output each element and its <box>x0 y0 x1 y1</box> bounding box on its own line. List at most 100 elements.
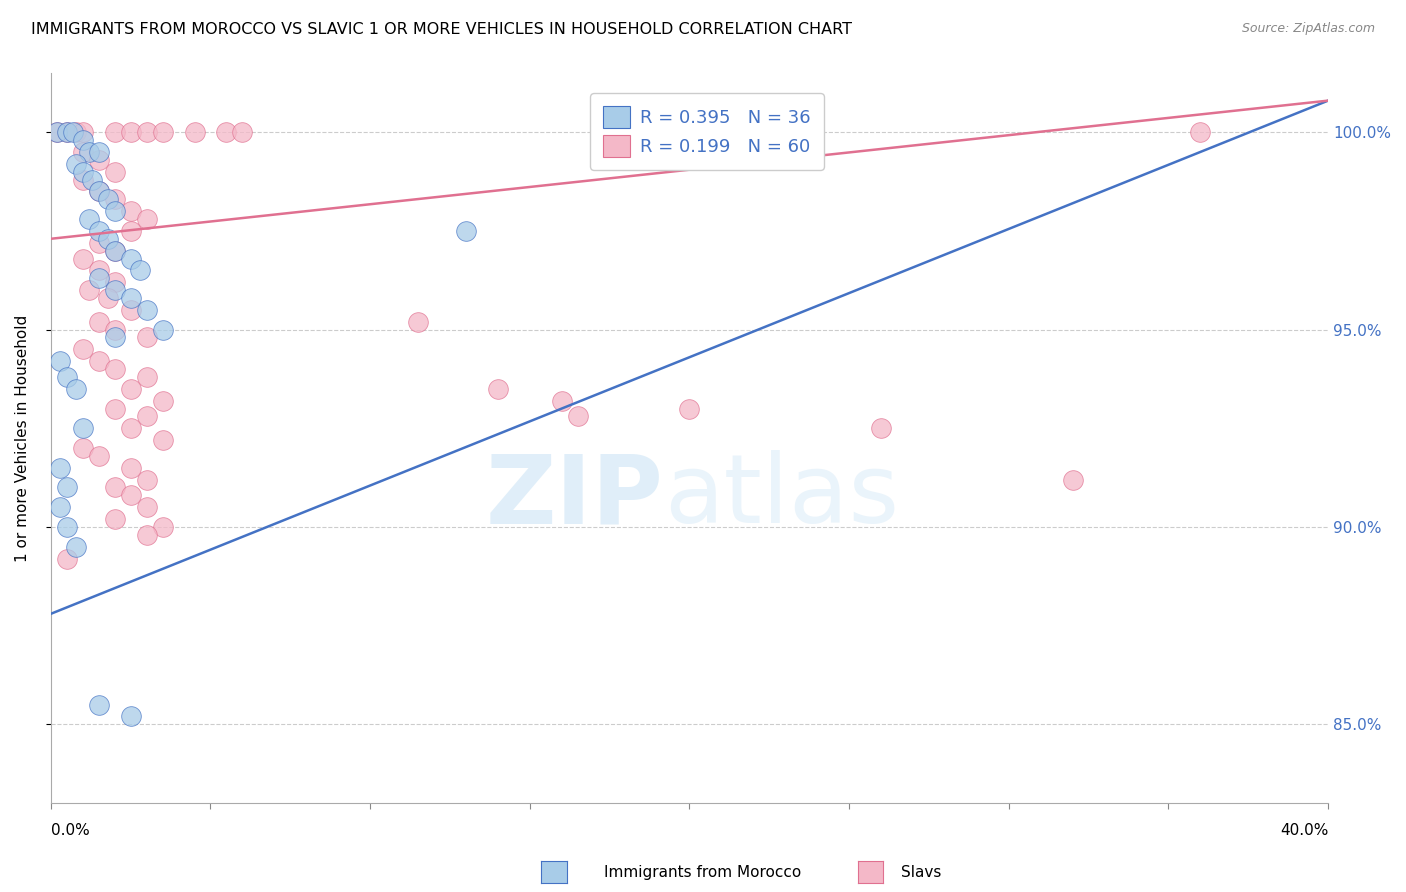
Point <box>567 409 589 424</box>
Point <box>87 271 110 285</box>
Point <box>215 125 238 139</box>
Point <box>135 500 157 515</box>
Point <box>77 212 100 227</box>
Point <box>406 315 429 329</box>
Text: IMMIGRANTS FROM MOROCCO VS SLAVIC 1 OR MORE VEHICLES IN HOUSEHOLD CORRELATION CH: IMMIGRANTS FROM MOROCCO VS SLAVIC 1 OR M… <box>31 22 852 37</box>
Point <box>120 224 142 238</box>
Point <box>152 433 174 447</box>
Point <box>104 192 127 206</box>
Point <box>120 291 142 305</box>
Point <box>72 421 94 435</box>
Text: 0.0%: 0.0% <box>51 823 90 838</box>
Point <box>104 322 127 336</box>
Text: 40.0%: 40.0% <box>1279 823 1329 838</box>
Legend: R = 0.395   N = 36, R = 0.199   N = 60: R = 0.395 N = 36, R = 0.199 N = 60 <box>591 93 824 169</box>
Point <box>104 125 127 139</box>
Point <box>120 382 142 396</box>
Point <box>129 263 152 277</box>
Point <box>87 224 110 238</box>
Point <box>87 185 110 199</box>
Text: ZIP: ZIP <box>486 450 664 543</box>
Point <box>87 235 110 250</box>
Point <box>56 370 79 384</box>
Point <box>104 481 127 495</box>
Point <box>72 125 94 139</box>
Point <box>135 212 157 227</box>
Point <box>72 164 94 178</box>
Point <box>82 172 104 186</box>
Y-axis label: 1 or more Vehicles in Household: 1 or more Vehicles in Household <box>15 315 30 562</box>
Point <box>72 441 94 455</box>
Point <box>135 125 157 139</box>
Point <box>87 263 110 277</box>
Point <box>104 164 127 178</box>
Point <box>56 520 79 534</box>
Point <box>551 393 574 408</box>
Point <box>104 275 127 289</box>
Point <box>87 315 110 329</box>
Point <box>49 500 72 515</box>
Point <box>135 473 157 487</box>
Point <box>104 204 127 219</box>
Point <box>152 520 174 534</box>
Point <box>120 421 142 435</box>
Point <box>870 421 893 435</box>
Point <box>72 145 94 159</box>
Point <box>152 125 174 139</box>
Point <box>486 382 509 396</box>
Point <box>120 460 142 475</box>
Point <box>120 709 142 723</box>
Point <box>104 512 127 526</box>
Point <box>152 322 174 336</box>
Point <box>77 283 100 297</box>
Point <box>1062 473 1084 487</box>
Point <box>104 330 127 344</box>
Point <box>152 393 174 408</box>
Point <box>120 488 142 502</box>
Point <box>135 330 157 344</box>
Point <box>97 232 120 246</box>
Point <box>120 302 142 317</box>
Point <box>72 343 94 357</box>
Point <box>72 172 94 186</box>
Point <box>49 354 72 368</box>
Point <box>65 540 87 554</box>
Text: Slavs: Slavs <box>901 865 941 880</box>
Point <box>46 125 69 139</box>
Text: atlas: atlas <box>664 450 898 543</box>
Point <box>97 291 120 305</box>
Point <box>120 252 142 266</box>
Point <box>183 125 205 139</box>
Point <box>87 153 110 167</box>
Point <box>77 145 100 159</box>
Point <box>56 551 79 566</box>
Point <box>135 528 157 542</box>
Point <box>1189 125 1212 139</box>
Point <box>135 409 157 424</box>
Point <box>72 252 94 266</box>
Text: Source: ZipAtlas.com: Source: ZipAtlas.com <box>1241 22 1375 36</box>
Point <box>56 481 79 495</box>
Text: Immigrants from Morocco: Immigrants from Morocco <box>605 865 801 880</box>
Point <box>87 185 110 199</box>
Point <box>56 125 79 139</box>
Point <box>65 125 87 139</box>
Point <box>678 401 700 416</box>
Point <box>104 244 127 258</box>
Point <box>72 133 94 147</box>
Point <box>49 460 72 475</box>
Point <box>454 224 477 238</box>
Point <box>104 283 127 297</box>
Point <box>56 125 79 139</box>
Point <box>104 362 127 376</box>
Point <box>104 244 127 258</box>
Point <box>87 698 110 712</box>
Point <box>87 354 110 368</box>
Point <box>135 370 157 384</box>
Point <box>87 449 110 463</box>
Point <box>46 125 69 139</box>
Point <box>97 192 120 206</box>
Point <box>135 302 157 317</box>
Point <box>65 157 87 171</box>
Point <box>62 125 84 139</box>
